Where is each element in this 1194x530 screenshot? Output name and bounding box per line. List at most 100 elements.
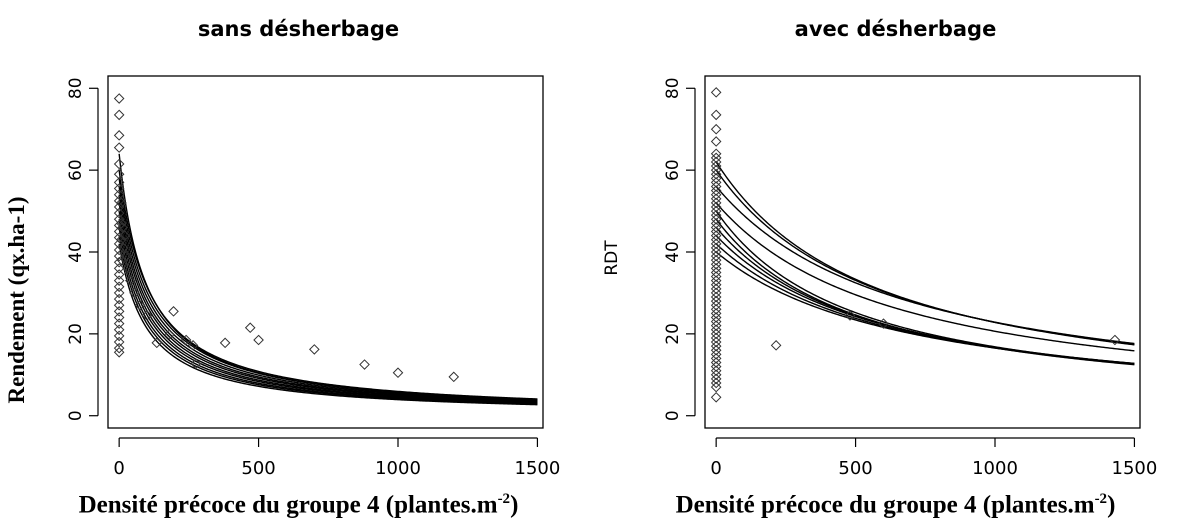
data-point [710, 242, 722, 254]
data-point [359, 359, 370, 370]
data-point [710, 123, 722, 135]
x-axis-label: Densité précoce du groupe 4 (plantes.m-2… [675, 491, 1116, 519]
y-tick-label: 40 [66, 241, 86, 263]
data-point [190, 358, 202, 370]
fit-curve [715, 235, 1135, 365]
plot-frame [107, 75, 544, 429]
data-point [113, 189, 125, 201]
x-tick-label: 0 [710, 458, 721, 479]
data-point [710, 271, 722, 282]
data-point [710, 381, 722, 393]
y-axis-label: RDT [602, 240, 622, 276]
data-point [119, 230, 131, 241]
data-point [164, 329, 175, 340]
data-point [113, 281, 125, 293]
data-point [113, 269, 125, 280]
data-point [710, 218, 722, 229]
data-point [113, 213, 125, 225]
fit-curve [715, 243, 1135, 365]
data-point [309, 344, 320, 355]
chart-title: sans désherbage [197, 17, 400, 41]
fit-curve [118, 186, 538, 402]
plot-area: 0 500 1000 1500 0 20 40 60 80 [66, 75, 560, 479]
data-point [116, 254, 128, 266]
data-point [710, 209, 722, 221]
data-point [710, 320, 722, 331]
data-point [113, 330, 125, 342]
y-tick-label: 60 [663, 159, 683, 181]
data-point [710, 148, 722, 160]
data-point [710, 299, 722, 311]
data-point [710, 222, 722, 233]
data-point [710, 349, 722, 360]
fit-curve [118, 202, 538, 403]
data-point [113, 256, 125, 268]
data-point [710, 263, 722, 274]
y-tick-label: 20 [663, 323, 683, 345]
y-tick-label: 0 [663, 410, 683, 421]
data-point [710, 365, 722, 377]
fit-curve [715, 251, 1135, 365]
fit-curve [118, 170, 538, 400]
data-point [113, 318, 125, 329]
data-point [710, 357, 722, 368]
data-point [770, 340, 782, 351]
data-point [120, 250, 132, 262]
data-point [129, 287, 140, 299]
data-point [113, 346, 125, 358]
data-point [710, 295, 722, 307]
data-point [710, 230, 722, 241]
data-point [141, 310, 153, 321]
data-point [710, 152, 722, 164]
data-point [392, 367, 404, 379]
y-tick-label: 80 [66, 77, 86, 99]
data-point [113, 93, 125, 104]
data-point [180, 334, 192, 346]
data-point [710, 197, 722, 209]
data-point [710, 193, 722, 205]
data-point [710, 181, 722, 192]
fit-curve [118, 227, 538, 405]
data-point [878, 318, 889, 329]
data-point [710, 328, 722, 340]
fit-curve [118, 153, 538, 401]
data-point [710, 205, 722, 217]
data-point [113, 226, 125, 237]
data-point [113, 130, 125, 141]
data-point [710, 168, 722, 180]
data-point [113, 201, 125, 213]
plot-area: 0 500 1000 1500 0 20 40 60 80 [663, 75, 1157, 479]
fit-curve [715, 161, 1135, 346]
data-point [710, 234, 722, 246]
data-point [710, 279, 722, 291]
data-point [710, 267, 722, 278]
fit-curve [118, 210, 538, 403]
data-point [710, 164, 722, 176]
data-point [710, 109, 722, 121]
data-point [710, 185, 722, 196]
chart-sans-desherbage: sans désherbage 0 500 1000 1500 0 20 40 60 80 De… [66, 17, 560, 519]
data-point [710, 340, 722, 352]
data-point [710, 136, 722, 147]
data-point [187, 340, 199, 351]
data-point [113, 342, 125, 354]
data-point [710, 361, 722, 372]
data-point [253, 334, 264, 346]
x-axis-label: Densité précoce du groupe 4 (plantes.m-2… [78, 491, 519, 519]
y-tick-label: 20 [66, 323, 86, 345]
data-point [710, 308, 722, 319]
data-point [710, 336, 722, 348]
fit-curve [118, 194, 538, 402]
data-point [710, 344, 722, 356]
data-point [113, 207, 125, 219]
data-point [219, 337, 231, 349]
data-point [122, 263, 133, 274]
data-point [125, 275, 136, 286]
data-point [113, 299, 125, 311]
data-point [710, 353, 722, 364]
data-point [134, 299, 146, 311]
data-point [113, 312, 125, 323]
data-point [113, 293, 125, 305]
data-point [710, 287, 722, 299]
data-layer [710, 87, 1135, 403]
